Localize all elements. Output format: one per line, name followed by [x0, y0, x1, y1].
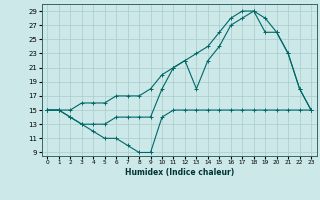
- X-axis label: Humidex (Indice chaleur): Humidex (Indice chaleur): [124, 168, 234, 177]
